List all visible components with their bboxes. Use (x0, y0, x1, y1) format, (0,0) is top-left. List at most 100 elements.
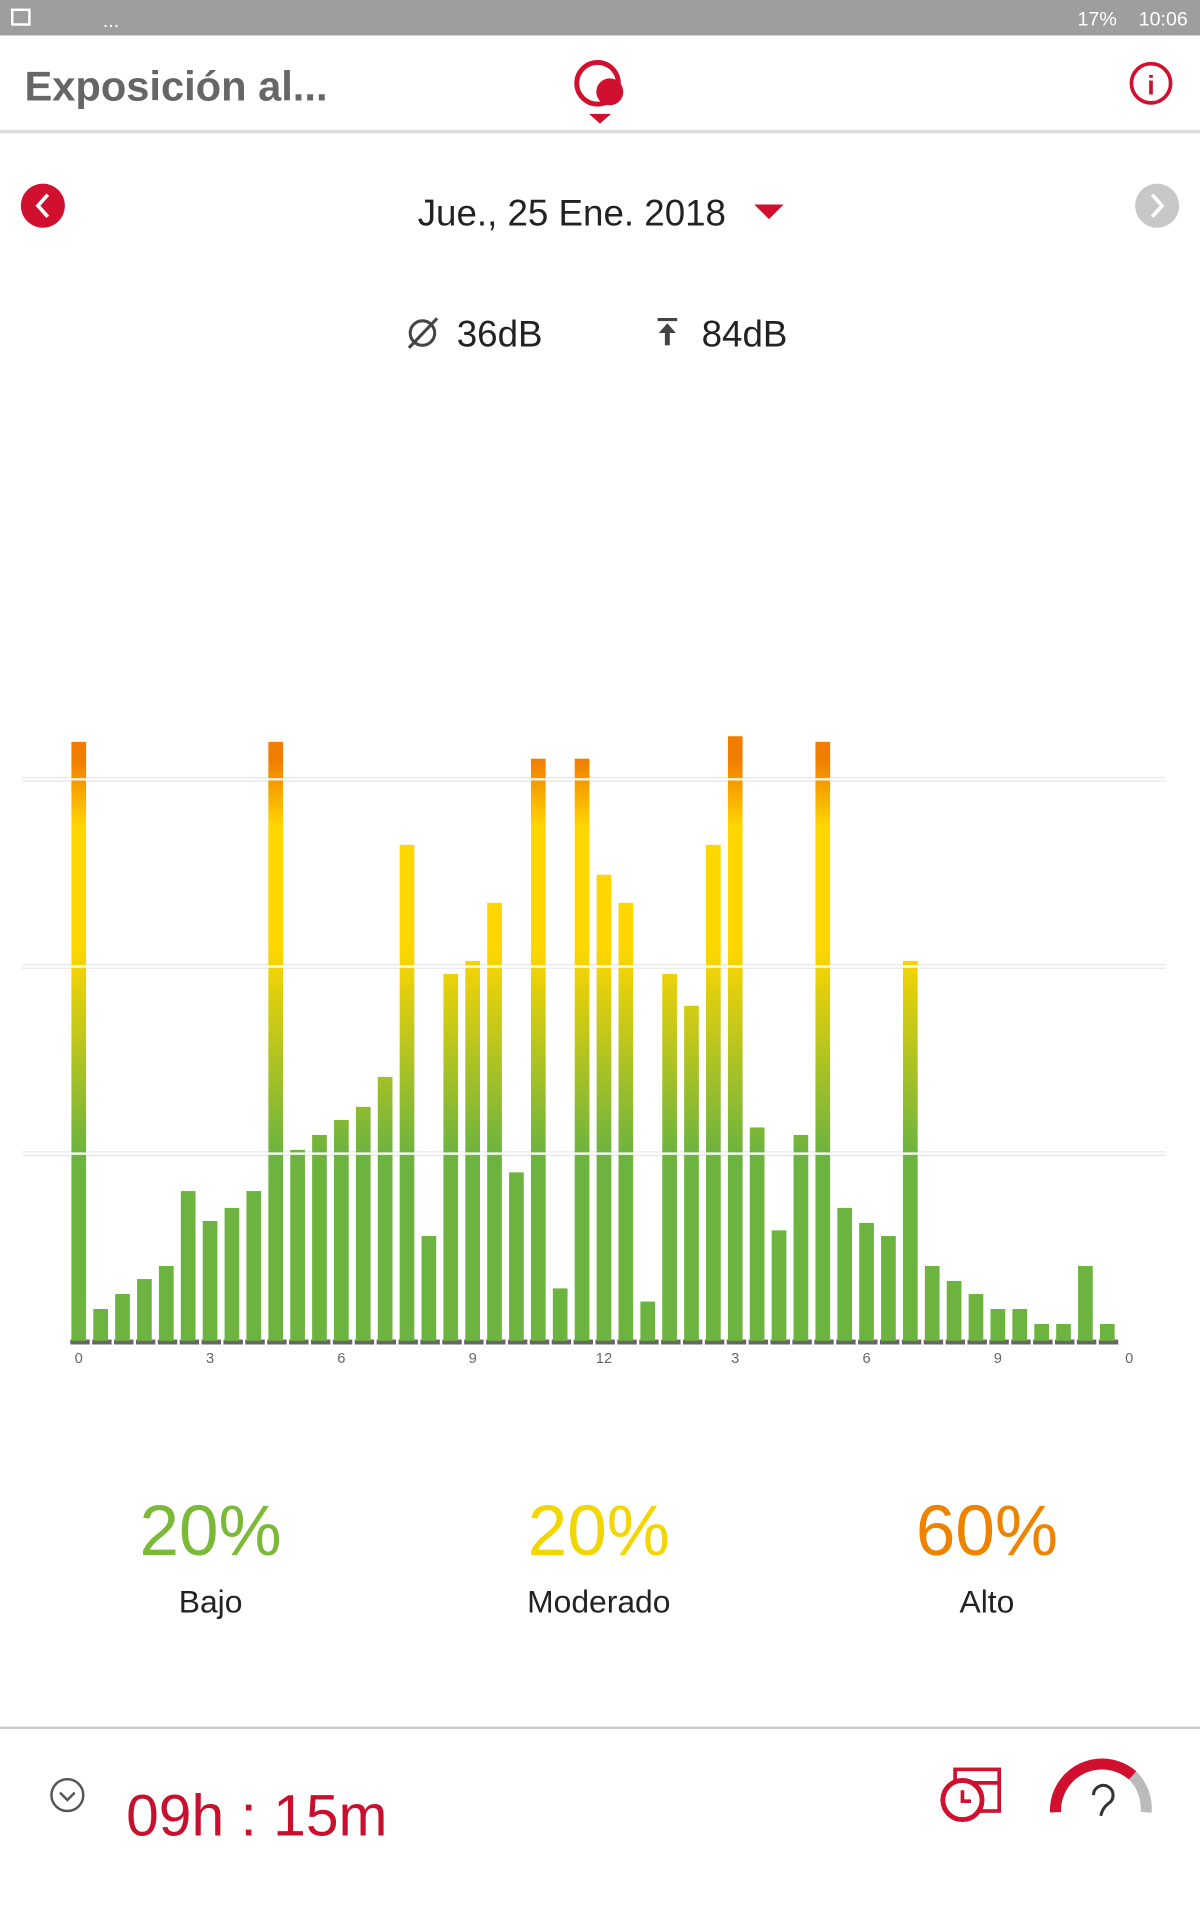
bar (224, 1207, 240, 1341)
chart: 0 3 6 9 12 3 6 9 0 (22, 736, 1166, 1367)
bar (618, 902, 634, 1341)
baseline-segment (748, 1339, 769, 1345)
next-day[interactable] (1135, 183, 1180, 228)
baseline-segment (923, 1339, 944, 1345)
bar (487, 902, 502, 1341)
bar (968, 1294, 984, 1341)
baseline-segment (157, 1339, 178, 1345)
peak-icon (657, 318, 678, 346)
baseline-segment (179, 1339, 200, 1345)
baseline-segment (354, 1339, 375, 1345)
peak-level: 84dB (702, 314, 788, 355)
bar (749, 1127, 765, 1341)
bar (837, 1207, 853, 1341)
baseline-segment (617, 1339, 637, 1345)
footer-divider (0, 1726, 1200, 1729)
clock-icon (50, 1777, 85, 1813)
baseline-segment (70, 1339, 90, 1345)
baseline-segment (201, 1339, 221, 1345)
baseline-segment (901, 1339, 922, 1345)
x-tick-label: 3 (206, 1351, 214, 1367)
battery: 17% (1078, 9, 1117, 31)
summary: 20% Bajo 20% Moderado 60% Alto (140, 1492, 1058, 1620)
bar (202, 1221, 218, 1341)
x-tick-label: 9 (469, 1351, 477, 1367)
x-tick-label: 12 (596, 1351, 612, 1367)
baseline-segment (661, 1339, 681, 1345)
x-tick-label: 9 (994, 1351, 1002, 1367)
baseline-segment (836, 1339, 856, 1345)
bar (465, 960, 481, 1341)
baseline-segment (310, 1339, 331, 1345)
svg-text:i: i (1147, 70, 1154, 100)
baseline-segment (726, 1339, 747, 1345)
bar (93, 1308, 108, 1341)
bar (771, 1230, 787, 1341)
percentage: 60% (916, 1492, 1058, 1571)
bar (377, 1076, 393, 1341)
baseline-segment (245, 1339, 265, 1345)
baseline-segment (770, 1339, 790, 1345)
calendar-button[interactable] (940, 1767, 1002, 1823)
avg-icon (407, 317, 439, 349)
baseline-segment (332, 1339, 353, 1345)
baseline-segment (507, 1339, 528, 1345)
hearing-gauge[interactable] (1049, 1758, 1152, 1817)
percentage: 20% (528, 1492, 670, 1571)
bar (268, 741, 284, 1341)
x-tick-label: 3 (731, 1351, 739, 1367)
bar (1012, 1308, 1028, 1341)
average-level: 36dB (457, 314, 543, 355)
bar (574, 758, 590, 1341)
bar (990, 1308, 1006, 1341)
baseline-segment (442, 1339, 462, 1345)
baseline-segment (573, 1339, 594, 1345)
x-tick-label: 0 (1125, 1351, 1133, 1367)
level-label: Moderado (527, 1584, 670, 1620)
baseline-segment (289, 1339, 309, 1345)
baseline-segment (639, 1339, 659, 1345)
info-button[interactable]: i (1129, 61, 1173, 105)
bar (727, 736, 743, 1341)
baseline-segment (529, 1339, 550, 1345)
status-bar (0, 0, 1200, 36)
baseline-segment (464, 1339, 484, 1345)
bar (399, 844, 415, 1341)
baseline-segment (114, 1339, 134, 1345)
x-tick-label: 0 (75, 1351, 83, 1367)
app-logo[interactable] (574, 60, 624, 124)
bar (859, 1222, 874, 1341)
bar (881, 1236, 896, 1341)
baseline-segment (858, 1339, 878, 1345)
baseline-segment (1098, 1339, 1119, 1345)
baseline-segment (945, 1339, 966, 1345)
bar (815, 741, 831, 1341)
bar (158, 1265, 174, 1341)
baseline-segment (1011, 1339, 1031, 1345)
bar (530, 758, 546, 1341)
status-icon (11, 8, 31, 26)
baseline-segment (879, 1339, 900, 1345)
bar (137, 1279, 152, 1341)
bar (552, 1288, 568, 1341)
bar (1034, 1323, 1049, 1341)
x-tick-label: 6 (337, 1351, 345, 1367)
baseline-segment (486, 1339, 506, 1345)
bar (1078, 1265, 1093, 1341)
bar (662, 973, 677, 1341)
date[interactable]: Jue., 25 Ene. 2018 (418, 192, 726, 233)
bar (355, 1106, 371, 1341)
baseline-segment (376, 1339, 397, 1345)
bar (509, 1172, 524, 1341)
date-dropdown[interactable] (754, 204, 784, 220)
baseline-segment (1055, 1339, 1075, 1345)
prev-day[interactable] (20, 183, 65, 228)
baseline-segment (595, 1339, 615, 1345)
level-label: Alto (960, 1584, 1015, 1620)
baseline-segment (398, 1339, 418, 1345)
baseline-segment (704, 1339, 725, 1345)
bar (246, 1191, 262, 1341)
bar (180, 1191, 196, 1341)
